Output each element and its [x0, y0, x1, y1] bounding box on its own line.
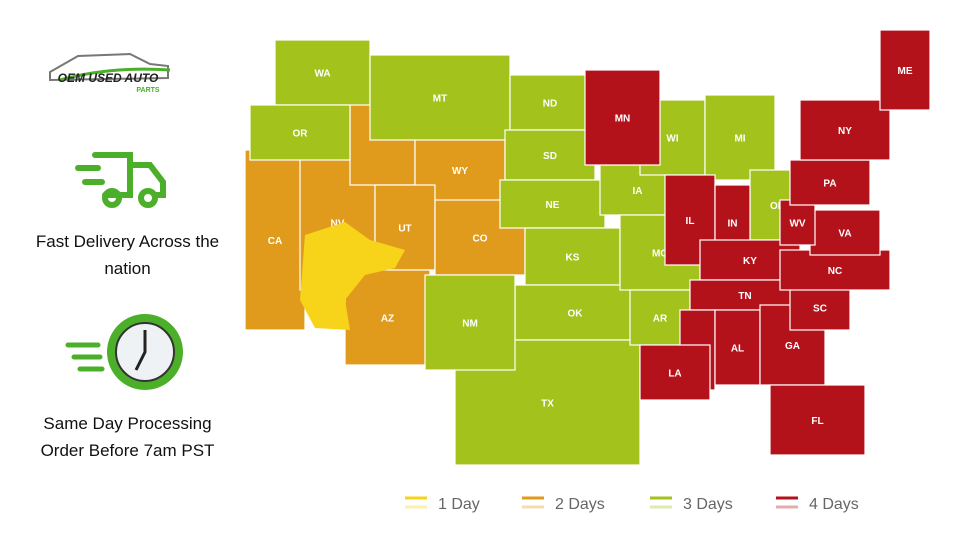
state-label: NM: [462, 319, 478, 330]
state-label: OR: [293, 129, 309, 140]
state-shape: [414, 134, 506, 206]
state-label: MN: [615, 114, 631, 125]
state-shape: [799, 99, 891, 161]
state-label: IL: [686, 216, 695, 227]
state-label: WA: [314, 69, 330, 80]
state-label: SC: [813, 304, 827, 315]
state-shape: [514, 284, 636, 341]
state-label: NY: [838, 126, 852, 137]
state-label: MT: [433, 94, 447, 105]
state-label: UT: [398, 224, 411, 235]
state-label: TN: [738, 291, 751, 302]
state-shape: [789, 284, 851, 331]
state-shape: [249, 104, 351, 161]
legend-label: 2 Days: [555, 496, 605, 513]
state-shape: [300, 222, 405, 330]
state-shape: [584, 69, 661, 166]
state-label: GA: [785, 341, 800, 352]
state-label: NV: [331, 219, 345, 230]
state-shape: [369, 54, 511, 141]
state-label: AR: [653, 314, 668, 325]
state-label: SD: [543, 151, 557, 162]
state-shape: [779, 249, 891, 291]
logo: OEM USED AUTO PARTS: [49, 52, 171, 94]
truck-icon: [75, 152, 166, 208]
state-shape: [639, 344, 711, 401]
state-label: MO: [652, 249, 668, 260]
state-label: TX: [541, 399, 554, 410]
state-label: NC: [828, 266, 842, 277]
state-shape: [769, 384, 866, 456]
state-label: KY: [743, 256, 757, 267]
state-label: MI: [734, 134, 745, 145]
feature-text: Same Day Processing Order Before 7am PST: [40, 414, 215, 460]
state-label: NE: [546, 200, 560, 211]
legend-label: 4 Days: [809, 496, 859, 513]
state-shape: [789, 159, 871, 206]
legend-label: 3 Days: [683, 496, 733, 513]
legend: 1 Day 2 Days 3 Days 4 Days: [405, 496, 859, 513]
state-label: WY: [452, 166, 468, 177]
state-shape: [809, 209, 881, 256]
us-map: CANVIDWYUTCOAZWAORMTNDSDNEKSOKTXNMIAMOAR…: [244, 29, 931, 466]
state-shape: [704, 94, 776, 181]
state-label: WV: [789, 219, 805, 230]
state-label: IN: [728, 219, 738, 230]
state-label: CO: [473, 234, 488, 245]
state-label: LA: [668, 369, 681, 380]
legend-label: 1 Day: [438, 496, 480, 513]
feature-text: Fast Delivery Across the nation: [35, 232, 220, 278]
clock-icon: [65, 314, 183, 390]
state-label: PA: [823, 179, 836, 190]
state-label: AZ: [381, 314, 394, 325]
state-label: CA: [268, 236, 282, 247]
state-label: OK: [568, 309, 584, 320]
state-label: OH: [770, 201, 785, 212]
state-label: AL: [731, 344, 744, 355]
state-label: IA: [633, 186, 643, 197]
state-label: ME: [898, 66, 913, 77]
state-label: ND: [543, 99, 557, 110]
state-label: FL: [811, 416, 823, 427]
logo-name: OEM USED AUTO: [58, 71, 159, 85]
state-label: WI: [666, 134, 678, 145]
state-shape: [879, 29, 931, 111]
state-shape: [424, 274, 516, 371]
state-shape: [504, 129, 596, 181]
state-label: VA: [838, 229, 851, 240]
logo-tag: PARTS: [136, 87, 160, 94]
state-shape: [499, 179, 606, 229]
state-label: KS: [566, 253, 580, 264]
